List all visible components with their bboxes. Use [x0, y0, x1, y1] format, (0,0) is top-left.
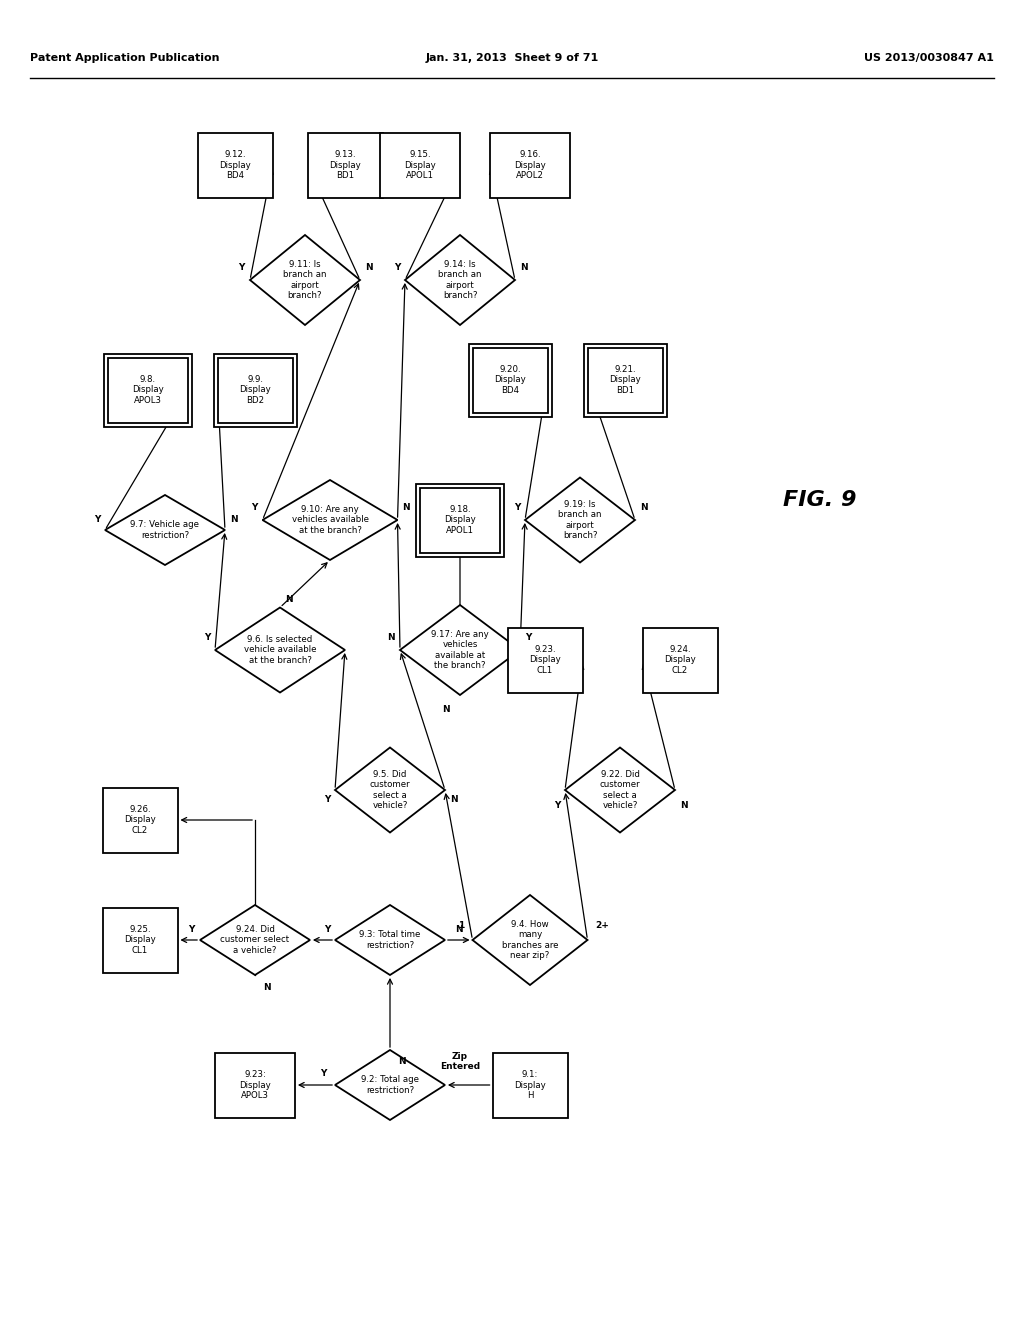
Bar — [472, 347, 548, 412]
Polygon shape — [105, 495, 225, 565]
Text: 9.2: Total age
restriction?: 9.2: Total age restriction? — [361, 1076, 419, 1094]
Polygon shape — [400, 605, 520, 696]
Text: Y: Y — [514, 503, 520, 512]
Bar — [198, 132, 272, 198]
Bar — [642, 627, 718, 693]
Text: Y: Y — [554, 800, 560, 809]
Text: 9.10: Are any
vehicles available
at the branch?: 9.10: Are any vehicles available at the … — [292, 506, 369, 535]
Text: 9.22. Did
customer
select a
vehicle?: 9.22. Did customer select a vehicle? — [600, 770, 640, 810]
Text: 9.15.
Display
APOL1: 9.15. Display APOL1 — [404, 150, 436, 180]
Text: 9.18.
Display
APOL1: 9.18. Display APOL1 — [444, 506, 476, 535]
Polygon shape — [472, 895, 588, 985]
Bar — [102, 788, 177, 853]
Text: FIG. 9: FIG. 9 — [783, 490, 857, 510]
Text: 2+: 2+ — [596, 920, 609, 929]
Text: 9.4. How
many
branches are
near zip?: 9.4. How many branches are near zip? — [502, 920, 558, 960]
Bar — [104, 354, 193, 426]
Text: Y: Y — [324, 796, 330, 804]
Text: Y: Y — [239, 264, 245, 272]
Bar — [588, 347, 663, 412]
Polygon shape — [565, 747, 675, 833]
Text: 9.21.
Display
BD1: 9.21. Display BD1 — [609, 366, 641, 395]
Text: 9.3: Total time
restriction?: 9.3: Total time restriction? — [359, 931, 421, 949]
Text: 9.16.
Display
APOL2: 9.16. Display APOL2 — [514, 150, 546, 180]
Polygon shape — [262, 480, 397, 560]
Text: Y: Y — [324, 925, 330, 935]
Bar — [213, 354, 297, 426]
Text: N: N — [387, 634, 395, 643]
Bar — [307, 132, 383, 198]
Text: 9.24.
Display
CL2: 9.24. Display CL2 — [665, 645, 696, 675]
Bar — [416, 483, 504, 557]
Text: N: N — [442, 705, 450, 714]
Bar — [102, 908, 177, 973]
Bar — [493, 1052, 567, 1118]
Polygon shape — [215, 607, 345, 693]
Text: 9.9.
Display
BD2: 9.9. Display BD2 — [240, 375, 271, 405]
Bar — [108, 358, 188, 422]
Bar — [469, 343, 552, 417]
Bar — [584, 343, 667, 417]
Text: 9.25.
Display
CL1: 9.25. Display CL1 — [124, 925, 156, 954]
Text: N: N — [398, 1057, 406, 1067]
Text: 9.11: Is
branch an
airport
branch?: 9.11: Is branch an airport branch? — [284, 260, 327, 300]
Text: N: N — [455, 925, 463, 935]
Text: Y: Y — [188, 925, 195, 935]
Text: Y: Y — [93, 516, 100, 524]
Polygon shape — [335, 1049, 445, 1119]
Text: Y: Y — [251, 503, 257, 512]
Text: 9.23:
Display
APOL3: 9.23: Display APOL3 — [240, 1071, 271, 1100]
Text: Zip
Entered: Zip Entered — [440, 1052, 480, 1071]
Polygon shape — [200, 906, 310, 975]
Text: 9.14: Is
branch an
airport
branch?: 9.14: Is branch an airport branch? — [438, 260, 481, 300]
Polygon shape — [406, 235, 515, 325]
Text: N: N — [520, 264, 527, 272]
Bar — [215, 1052, 295, 1118]
Text: Jan. 31, 2013  Sheet 9 of 71: Jan. 31, 2013 Sheet 9 of 71 — [425, 53, 599, 63]
Text: N: N — [402, 503, 411, 512]
Text: 9.8.
Display
APOL3: 9.8. Display APOL3 — [132, 375, 164, 405]
Text: 9.17: Are any
vehicles
available at
the branch?: 9.17: Are any vehicles available at the … — [431, 630, 488, 671]
Bar — [420, 487, 500, 553]
Text: 9.5. Did
customer
select a
vehicle?: 9.5. Did customer select a vehicle? — [370, 770, 411, 810]
Text: 9.6. Is selected
vehicle available
at the branch?: 9.6. Is selected vehicle available at th… — [244, 635, 316, 665]
Text: 9.7: Vehicle age
restriction?: 9.7: Vehicle age restriction? — [130, 520, 200, 540]
Text: N: N — [230, 516, 238, 524]
Text: N: N — [285, 595, 293, 605]
Text: US 2013/0030847 A1: US 2013/0030847 A1 — [864, 53, 994, 63]
Text: N: N — [680, 800, 688, 809]
Text: Y: Y — [393, 264, 400, 272]
Text: Y: Y — [321, 1068, 327, 1077]
Text: 9.1:
Display
H: 9.1: Display H — [514, 1071, 546, 1100]
Bar — [490, 132, 570, 198]
Text: 9.23.
Display
CL1: 9.23. Display CL1 — [529, 645, 561, 675]
Text: 9.20.
Display
BD4: 9.20. Display BD4 — [495, 366, 526, 395]
Text: Y: Y — [525, 634, 531, 643]
Polygon shape — [525, 478, 635, 562]
Text: Patent Application Publication: Patent Application Publication — [30, 53, 219, 63]
Bar — [217, 358, 293, 422]
Text: N: N — [365, 264, 373, 272]
Bar — [380, 132, 460, 198]
Bar — [508, 627, 583, 693]
Text: 9.24. Did
customer select
a vehicle?: 9.24. Did customer select a vehicle? — [220, 925, 290, 954]
Text: N: N — [450, 796, 458, 804]
Text: 9.26.
Display
CL2: 9.26. Display CL2 — [124, 805, 156, 836]
Text: 9.13.
Display
BD1: 9.13. Display BD1 — [329, 150, 360, 180]
Polygon shape — [250, 235, 360, 325]
Polygon shape — [335, 906, 445, 975]
Text: 9.19: Is
branch an
airport
branch?: 9.19: Is branch an airport branch? — [558, 500, 602, 540]
Text: 9.12.
Display
BD4: 9.12. Display BD4 — [219, 150, 251, 180]
Text: Y: Y — [204, 634, 210, 643]
Polygon shape — [335, 747, 445, 833]
Text: N: N — [640, 503, 647, 512]
Text: N: N — [263, 982, 270, 991]
Text: 1: 1 — [459, 920, 465, 929]
